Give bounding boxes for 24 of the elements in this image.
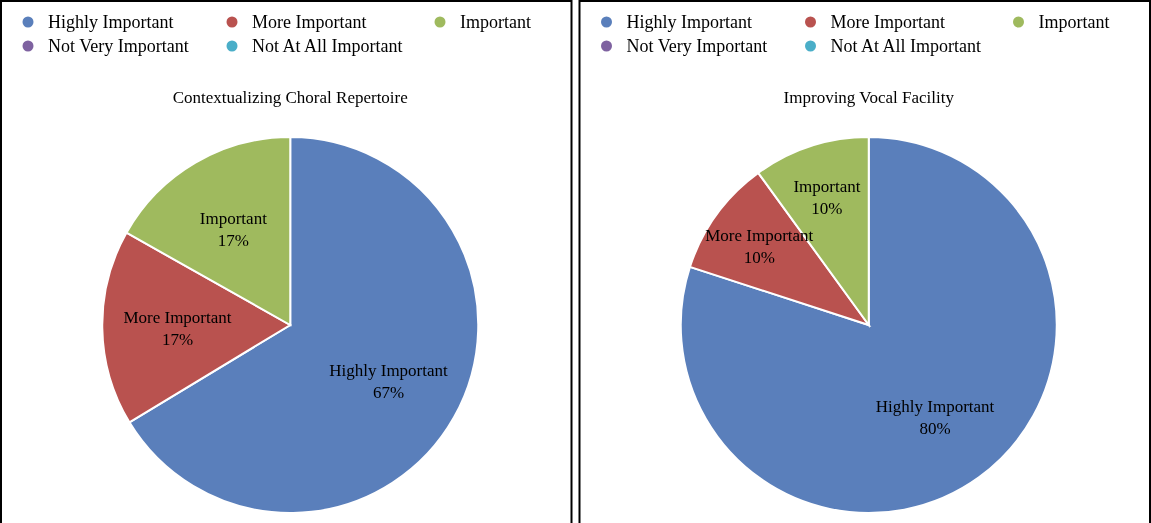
- legend-label: Not At All Important: [252, 36, 403, 56]
- slice-label: Important: [793, 177, 861, 197]
- data-label: 17%: [161, 329, 194, 349]
- slice-label: Highly Important: [329, 361, 449, 381]
- text: Contextualizing Choral Repertoire: [172, 88, 408, 107]
- data-label: 10%: [811, 199, 843, 219]
- legend-label: More Important: [252, 12, 367, 32]
- legend-label: Important: [460, 12, 531, 32]
- text: Improving Vocal Facility: [783, 88, 955, 107]
- legend-label: Important: [1038, 12, 1110, 32]
- legend-label: Highly Important: [626, 12, 752, 32]
- data-label: 17%: [217, 230, 249, 250]
- data-label: 10%: [743, 248, 775, 268]
- legend-label: Highly Important: [48, 12, 174, 32]
- slice-label: Highly Important: [875, 397, 995, 417]
- data-label: 80%: [919, 419, 951, 439]
- pie-slice: [680, 136, 1058, 514]
- data-label: 67%: [372, 383, 405, 403]
- slice-label: Important: [199, 208, 268, 228]
- slice-label: More Important: [123, 307, 232, 327]
- legend-label: Not Very Important: [626, 36, 768, 56]
- legend-label: Not Very Important: [48, 36, 189, 56]
- legend-label: Not At All Important: [830, 36, 981, 56]
- legend-label: More Important: [830, 12, 945, 32]
